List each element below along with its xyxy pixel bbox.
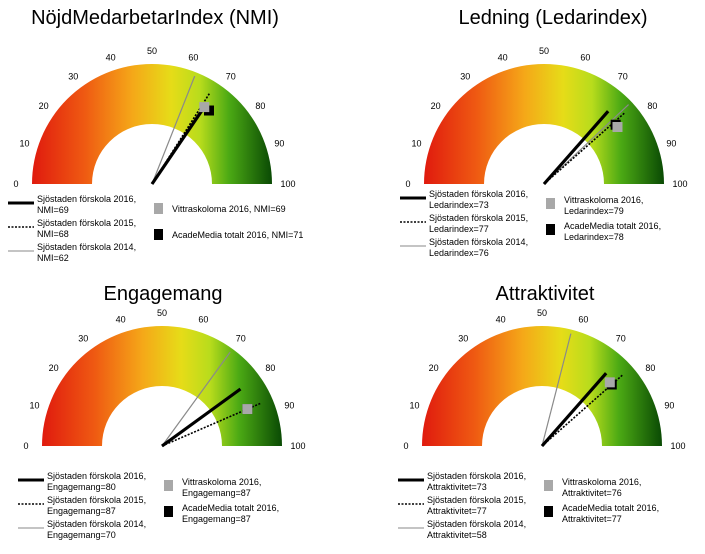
- tick-label: 100: [280, 179, 295, 189]
- gauge-panel-3: Engagemang 0 10 20 30 40 50 60 70 80 90 100 Sjöstade…: [18, 283, 306, 540]
- needle-thin: [161, 351, 231, 447]
- legend-swatch-grey-square: [164, 480, 173, 491]
- tick-label: 30: [458, 334, 468, 344]
- needle-dotted: [543, 111, 626, 185]
- tick-label: 0: [23, 441, 28, 451]
- tick-label: 80: [265, 363, 275, 373]
- tick-label: 10: [20, 139, 30, 149]
- marker-grey-square: [604, 377, 615, 388]
- legend-label: Sjöstaden förskola 2014, Attraktivitet=58: [427, 519, 526, 540]
- tick-label: 30: [68, 72, 78, 82]
- legend-swatch-black-square: [544, 506, 553, 517]
- legend-swatch-black-square: [154, 229, 163, 240]
- needle-dotted: [161, 402, 262, 447]
- legend-label: Sjöstaden förskola 2015, NMI=68: [37, 218, 136, 239]
- marker-grey-square: [199, 102, 210, 113]
- legend-label: Sjöstaden förskola 2015, Engagemang=87: [47, 495, 146, 516]
- legend-label: Sjöstaden förskola 2016, Engagemang=80: [47, 471, 146, 492]
- tick-label: 50: [537, 308, 547, 318]
- tick-label: 80: [645, 363, 655, 373]
- tick-label: 90: [664, 401, 674, 411]
- legend-label: Sjöstaden förskola 2016, Ledarindex=73: [429, 189, 528, 210]
- gauge-panel-1: NöjdMedarbetarIndex (NMI) 0 10 20 30 40 50 60 70…: [8, 7, 303, 263]
- legend-label: Sjöstaden förskola 2014, Ledarindex=76: [429, 237, 528, 258]
- needle-thick: [540, 372, 608, 448]
- tick-label: 70: [616, 334, 626, 344]
- gauge-band: [424, 64, 664, 184]
- tick-label: 60: [580, 53, 590, 63]
- tick-label: 70: [618, 72, 628, 82]
- tick-label: 70: [226, 72, 236, 82]
- gauge-band: [422, 326, 662, 446]
- tick-label: 40: [498, 53, 508, 63]
- tick-label: 0: [405, 179, 410, 189]
- tick-label: 90: [274, 139, 284, 149]
- tick-label: 10: [410, 401, 420, 411]
- needle-thick: [542, 110, 610, 186]
- tick-label: 90: [284, 401, 294, 411]
- tick-label: 60: [578, 315, 588, 325]
- legend-label: AcadeMedia totalt 2016, Ledarindex=78: [564, 221, 661, 242]
- legend-label: AcadeMedia totalt 2016, NMI=71: [172, 230, 303, 240]
- gauge-title: NöjdMedarbetarIndex (NMI): [31, 7, 279, 29]
- legend-swatch-grey-square: [154, 203, 163, 214]
- tick-label: 50: [157, 308, 167, 318]
- tick-label: 60: [188, 53, 198, 63]
- gauge-title: Attraktivitet: [496, 283, 595, 305]
- tick-label: 0: [403, 441, 408, 451]
- tick-label: 40: [106, 53, 116, 63]
- legend-label: AcadeMedia totalt 2016, Attraktivitet=77: [562, 503, 659, 524]
- legend-label: AcadeMedia totalt 2016, Engagemang=87: [182, 503, 279, 524]
- tick-label: 40: [496, 315, 506, 325]
- legend-label: Vittraskoloma 2016, Attraktivitet=76: [562, 477, 641, 498]
- tick-label: 40: [116, 315, 126, 325]
- tick-label: 100: [672, 179, 687, 189]
- tick-label: 20: [431, 101, 441, 111]
- tick-label: 50: [147, 46, 157, 56]
- gauge-panel-4: Attraktivitet 0 10 20 30 40 50 60 70 80 90 100 Sjöst…: [398, 283, 686, 540]
- tick-label: 20: [49, 363, 59, 373]
- legend-label: Sjöstaden förskola 2014, Engagemang=70: [47, 519, 146, 540]
- legend-label: Sjöstaden förskola 2014, NMI=62: [37, 242, 136, 263]
- gauge-band: [42, 326, 282, 446]
- tick-label: 100: [290, 441, 305, 451]
- legend-label: Sjöstaden förskola 2015, Ledarindex=77: [429, 213, 528, 234]
- tick-label: 90: [666, 139, 676, 149]
- legend-label: Vittraskoloma 2016, Engagemang=87: [182, 477, 261, 498]
- needle-thick: [150, 102, 208, 185]
- needle-dotted: [541, 373, 624, 447]
- legend-label: Sjöstaden förskola 2016, Attraktivitet=73: [427, 471, 526, 492]
- legend-label: Vittraskoloma 2016, NMI=69: [172, 204, 286, 214]
- needle-thin: [541, 333, 572, 447]
- tick-label: 20: [39, 101, 49, 111]
- marker-grey-square: [612, 121, 623, 132]
- legend-swatch-black-square: [164, 506, 173, 517]
- tick-label: 20: [429, 363, 439, 373]
- legend-label: Sjöstaden förskola 2015, Attraktivitet=77: [427, 495, 526, 516]
- tick-label: 80: [255, 101, 265, 111]
- gauge-title: Engagemang: [104, 283, 223, 305]
- tick-label: 80: [647, 101, 657, 111]
- tick-label: 100: [670, 441, 685, 451]
- needle-thick: [161, 387, 242, 448]
- gauge-band: [32, 64, 272, 184]
- legend-swatch-black-square: [546, 224, 555, 235]
- legend-swatch-grey-square: [544, 480, 553, 491]
- legend-label: Vittraskoloma 2016, Ledarindex=79: [564, 195, 643, 216]
- gauge-title: Ledning (Ledarindex): [458, 7, 647, 29]
- tick-label: 10: [30, 401, 40, 411]
- marker-grey-square: [242, 404, 253, 415]
- legend-label: Sjöstaden förskola 2016, NMI=69: [37, 194, 136, 215]
- legend-swatch-grey-square: [546, 198, 555, 209]
- tick-label: 70: [236, 334, 246, 344]
- tick-label: 0: [13, 179, 18, 189]
- tick-label: 50: [539, 46, 549, 56]
- tick-label: 10: [412, 139, 422, 149]
- gauge-panel-2: Ledning (Ledarindex) 0 10 20 30 40 50 60 70 80 90 1…: [400, 7, 688, 258]
- tick-label: 60: [198, 315, 208, 325]
- tick-label: 30: [460, 72, 470, 82]
- needle-thin: [151, 75, 196, 185]
- tick-label: 30: [78, 334, 88, 344]
